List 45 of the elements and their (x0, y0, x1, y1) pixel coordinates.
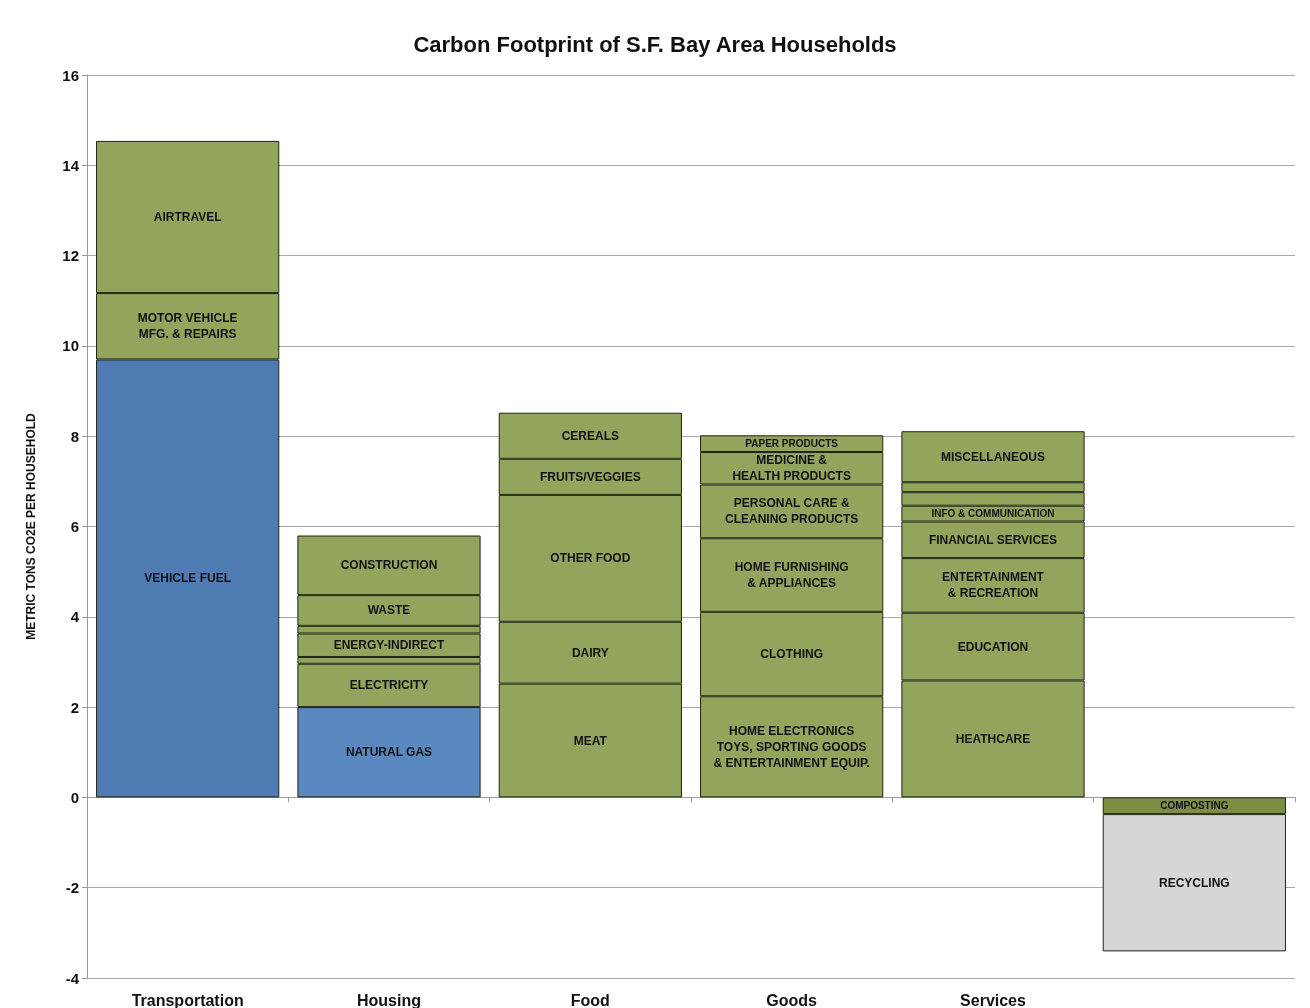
series-label: ENERGY-INDIRECT (333, 638, 445, 653)
series-label: MEDICINE & HEALTH PRODUCTS (732, 453, 851, 484)
series-label: RECYCLING (1159, 875, 1230, 890)
series-label: CLOTHING (760, 647, 823, 662)
series-label: FRUITS/VEGGIES (539, 469, 641, 484)
x-tick-label: Food (570, 991, 610, 1008)
y-tick-label: 12 (62, 247, 79, 265)
y-tick-label: 10 (62, 337, 79, 355)
series-label: OTHER FOOD (550, 551, 631, 566)
x-tick-label: Services (960, 991, 1027, 1008)
series-label: VEHICLE FUEL (144, 571, 231, 586)
x-tick-label: Goods (766, 991, 818, 1008)
y-axis-title: METRIC TONS CO2E PER HOUSEHOLD (24, 412, 38, 640)
y-tick-label: 8 (70, 427, 79, 445)
series-label: WASTE (367, 603, 411, 618)
series-label: PAPER PRODUCTS (745, 438, 839, 450)
series-label: ELECTRICITY (349, 678, 429, 693)
x-tick-label: Transportation (131, 991, 244, 1008)
series-label: MISCELLANEOUS (940, 449, 1046, 464)
y-tick-label: 16 (62, 66, 79, 84)
series-label: FINANCIAL SERVICES (928, 532, 1058, 547)
series-label: DAIRY (571, 645, 609, 660)
chart-title: Carbon Footprint of S.F. Bay Area Households (413, 31, 897, 57)
series-label: HOME FURNISHING & APPLIANCES (734, 560, 849, 591)
y-tick-label: 0 (70, 788, 79, 806)
y-tick-label: -4 (65, 969, 80, 987)
series-label: MEAT (573, 733, 608, 748)
y-tick-label: 4 (70, 608, 80, 626)
series-label: HOME ELECTRONICS TOYS, SPORTING GOODS & ENTERTAINMENT EQUIP. (713, 723, 870, 770)
series-label: PERSONAL CARE & CLEANING PRODUCTS (724, 496, 859, 527)
series-label: HEATHCARE (955, 731, 1031, 746)
y-tick-label: -2 (65, 879, 79, 897)
series-label: COMPOSTING (1160, 800, 1229, 812)
series-label: AIRTRAVEL (153, 210, 222, 224)
series-label: MOTOR VEHICLE MFG. & REPAIRS (137, 311, 238, 342)
series-label: EDUCATION (957, 639, 1029, 654)
series-label: CEREALS (561, 428, 620, 443)
x-tick-label: Housing (357, 991, 421, 1008)
y-tick-label: 2 (70, 698, 79, 716)
series-label: NATURAL GAS (345, 745, 433, 760)
y-tick-label: 14 (62, 156, 80, 174)
series-label: CONSTRUCTION (340, 558, 438, 573)
series-label: ENTERTAINMENT & RECREATION (942, 570, 1045, 601)
y-tick-label: 6 (70, 518, 79, 535)
series-label: INFO & COMMUNICATION (931, 508, 1055, 520)
